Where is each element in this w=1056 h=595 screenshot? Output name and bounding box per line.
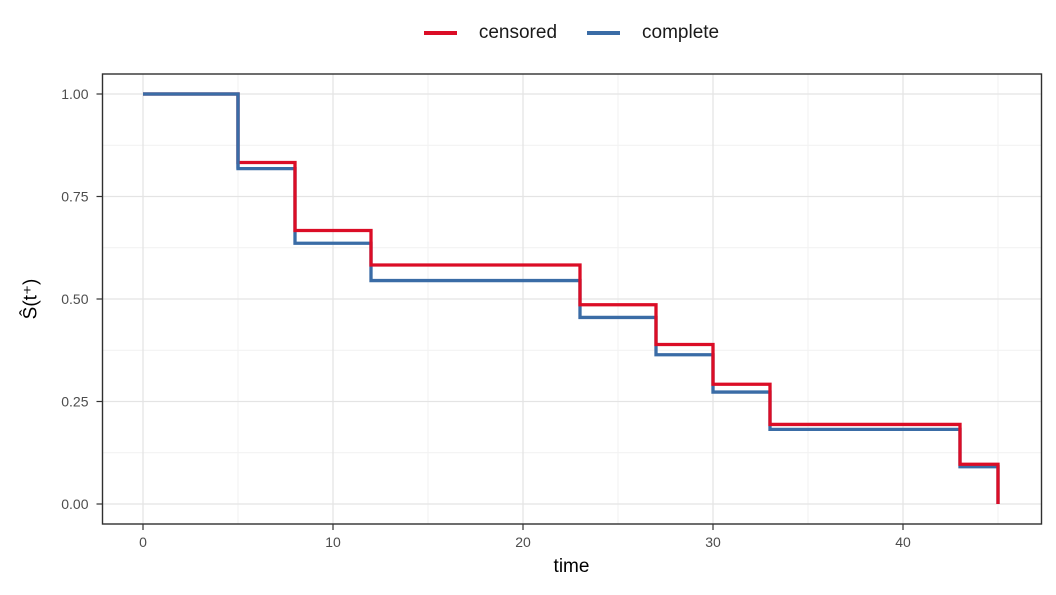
legend-label-censored: censored bbox=[478, 22, 558, 43]
censored-step-line bbox=[143, 92, 1000, 504]
y-tick-label: 1.00 bbox=[61, 86, 88, 102]
x-tick-label: 40 bbox=[895, 534, 911, 550]
y-tick-label: 0.75 bbox=[61, 189, 88, 205]
complete-line-key-icon bbox=[587, 31, 621, 35]
y-tick-label: 0.00 bbox=[61, 496, 88, 512]
legend-item-censored: censored bbox=[423, 20, 558, 46]
y-axis-title: Ŝ(t⁺) bbox=[20, 278, 42, 320]
x-tick-label: 20 bbox=[515, 534, 531, 550]
x-tick-label: 0 bbox=[139, 534, 147, 550]
legend-label-complete: complete bbox=[642, 22, 720, 43]
censored-line-key-icon bbox=[423, 31, 457, 35]
legend-item-complete: complete bbox=[587, 20, 719, 46]
y-tick-label: 0.50 bbox=[61, 291, 88, 307]
complete-step-line-start-overlay bbox=[143, 92, 240, 169]
x-tick-label: 30 bbox=[705, 534, 721, 550]
x-tick-label: 10 bbox=[325, 534, 341, 550]
x-axis-title: time bbox=[553, 556, 590, 577]
legend: censored complete bbox=[102, 20, 1041, 46]
y-tick-label: 0.25 bbox=[61, 394, 88, 410]
